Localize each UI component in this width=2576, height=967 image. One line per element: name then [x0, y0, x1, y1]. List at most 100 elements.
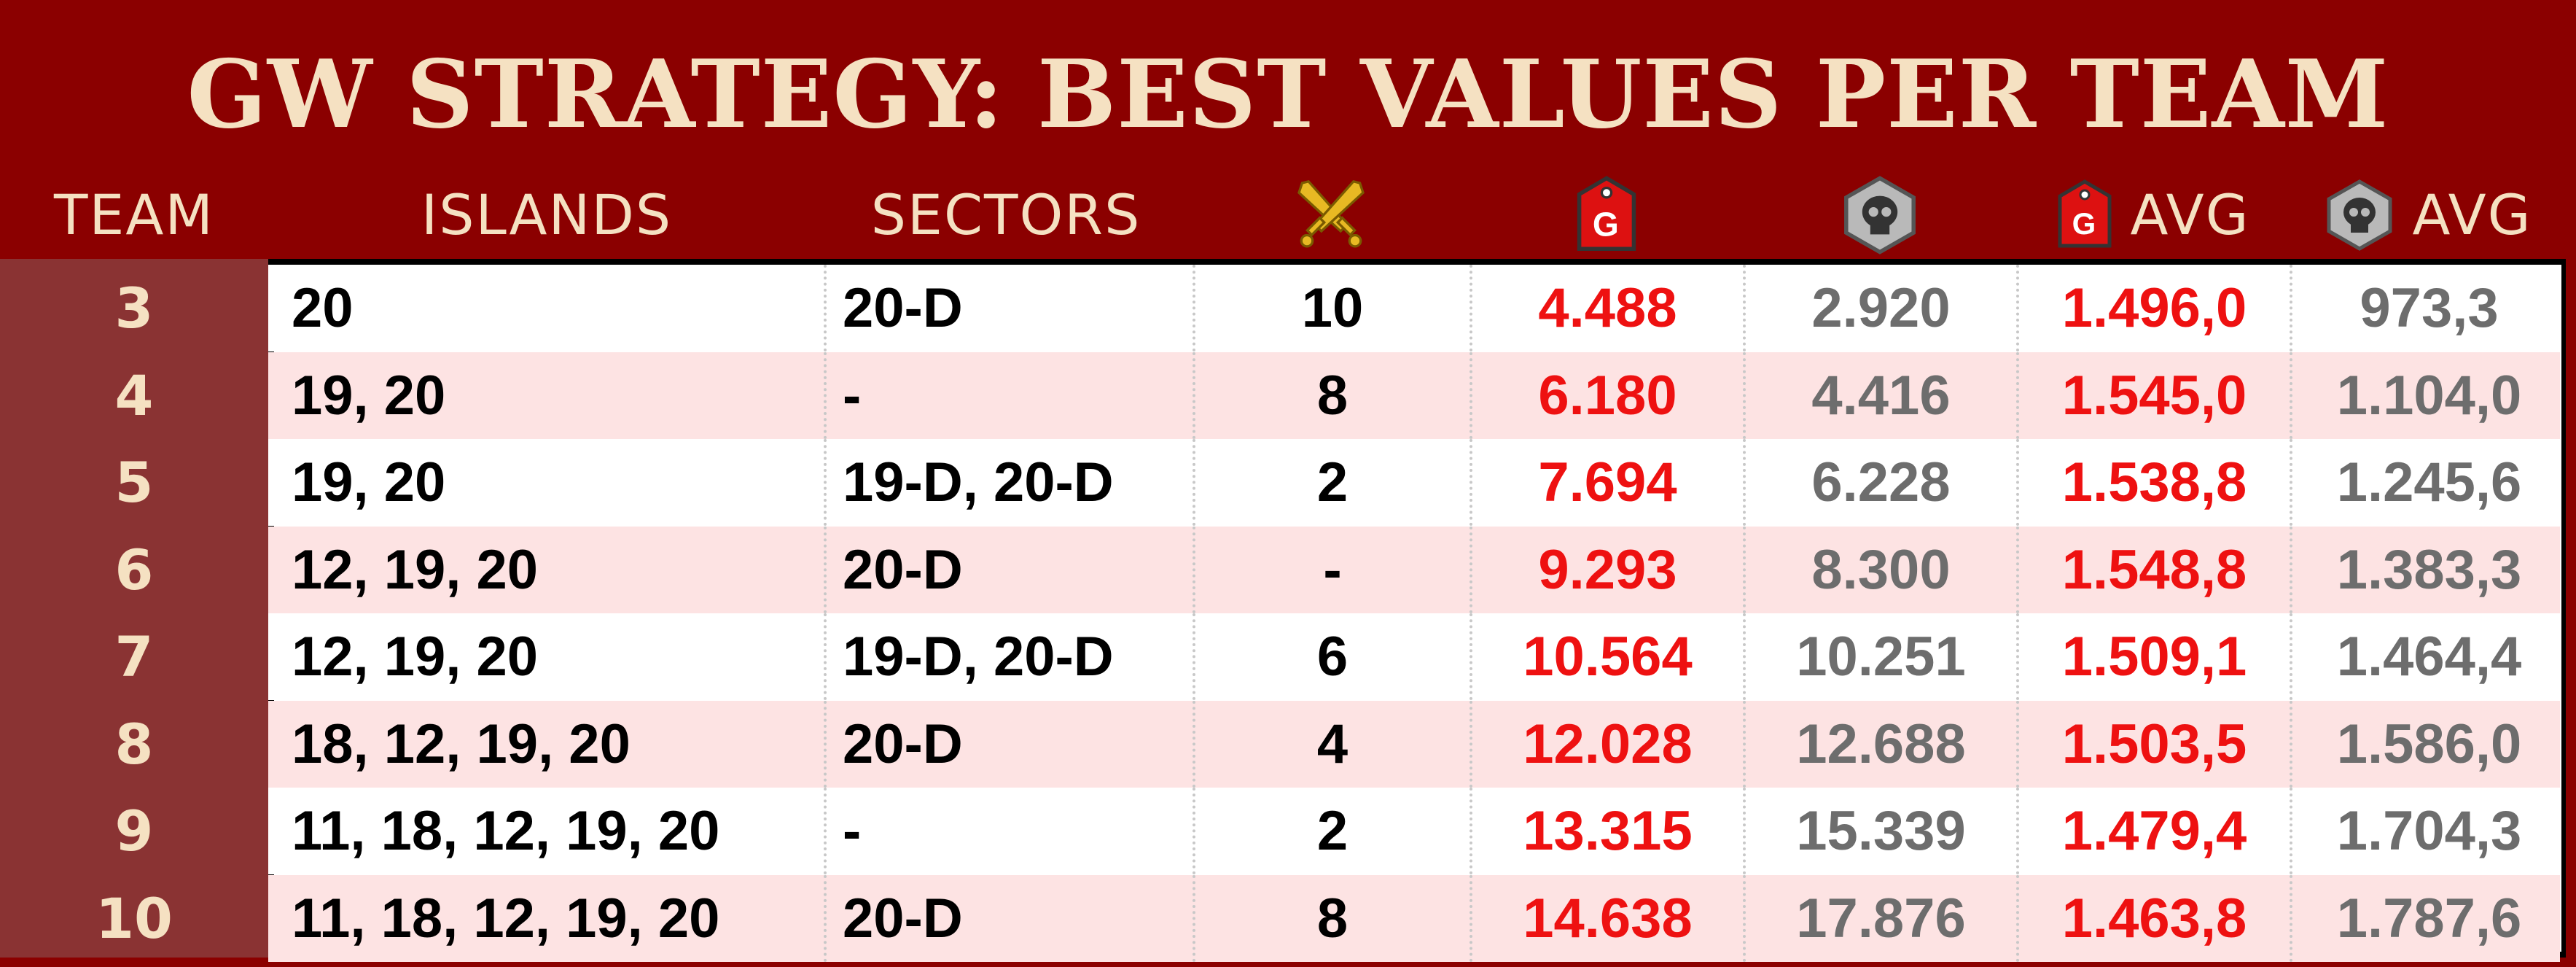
- row-sectors: 20-D: [824, 526, 1188, 613]
- row-islands: 19, 20: [292, 364, 446, 427]
- table-row: 5 19, 20 19-D, 20-D 2 7.694 6.228 1.538,8 1.245…: [0, 439, 2576, 526]
- row-battles: 8: [1193, 352, 1470, 439]
- row-sectors: 20-D: [824, 874, 1188, 962]
- row-islands: 20: [292, 277, 354, 339]
- row-team: 10: [95, 885, 173, 951]
- skull-badge-icon: [2323, 179, 2396, 252]
- page-title: GW STRATEGY: BEST VALUES PER TEAM: [187, 40, 2389, 149]
- row-team: 9: [114, 799, 154, 863]
- row-skull: 17.876: [1743, 874, 2016, 962]
- header-skull-avg-label: AVG: [2412, 182, 2532, 247]
- row-battles: 8: [1193, 874, 1470, 962]
- header-skull-avg: AVG: [2290, 175, 2566, 255]
- header-gold-avg: G AVG: [2016, 175, 2290, 255]
- team-column: [0, 259, 268, 958]
- skull-badge-icon: [1840, 175, 1920, 255]
- row-battles: 2: [1193, 439, 1470, 526]
- row-islands: 18, 12, 19, 20: [292, 712, 631, 775]
- table-row: 3 20 20-D 10 4.488 2.920 1.496,0 973,3: [0, 265, 2576, 352]
- row-skull-avg: 973,3: [2290, 265, 2566, 352]
- row-sectors: 19-D, 20-D: [824, 439, 1188, 526]
- row-gold: 6.180: [1470, 352, 1743, 439]
- row-gold-avg: 1.509,1: [2016, 613, 2290, 700]
- row-skull-avg: 1.586,0: [2290, 700, 2566, 788]
- header-gold: G: [1470, 175, 1743, 255]
- row-background: [268, 265, 2560, 352]
- row-skull-avg: 1.704,3: [2290, 788, 2566, 874]
- row-battles: 2: [1193, 788, 1470, 874]
- row-skull: 12.688: [1743, 700, 2016, 788]
- row-skull: 10.251: [1743, 613, 2016, 700]
- header-skull: [1743, 175, 2016, 255]
- row-gold: 14.638: [1470, 874, 1743, 962]
- row-team: 7: [114, 624, 154, 689]
- row-sectors: 20-D: [824, 700, 1188, 788]
- row-background: [268, 526, 2560, 613]
- row-gold-avg: 1.479,4: [2016, 788, 2290, 874]
- row-skull: 15.339: [1743, 788, 2016, 874]
- row-background: [268, 788, 2560, 874]
- table-row: 7 12, 19, 20 19-D, 20-D 6 10.564 10.251 1.509,…: [0, 613, 2576, 700]
- row-battles: 10: [1193, 265, 1470, 352]
- table-row: 4 19, 20 -8 6.180 4.416 1.545,0 1.104,0: [0, 352, 2576, 439]
- table-row: 9 11, 18, 12, 19, 20 -2 13.315 15.339 1.479,4…: [0, 788, 2576, 874]
- row-background: [268, 874, 2560, 962]
- row-skull: 4.416: [1743, 352, 2016, 439]
- row-gold: 7.694: [1470, 439, 1743, 526]
- svg-text:G: G: [2072, 206, 2098, 241]
- row-islands: 11, 18, 12, 19, 20: [292, 800, 720, 862]
- header-gold-avg-label: AVG: [2130, 182, 2250, 247]
- row-skull-avg: 1.787,6: [2290, 874, 2566, 962]
- row-skull-avg: 1.245,6: [2290, 439, 2566, 526]
- row-sectors: 19-D, 20-D: [824, 613, 1188, 700]
- header-sectors: SECTORS: [870, 182, 1141, 247]
- row-skull: 8.300: [1743, 526, 2016, 613]
- table-row: 6 12, 19, 20 20-D -9.293 8.300 1.548,8 1.383,3: [0, 526, 2576, 613]
- row-gold-avg: 1.548,8: [2016, 526, 2290, 613]
- row-gold: 10.564: [1470, 613, 1743, 700]
- row-gold-avg: 1.503,5: [2016, 700, 2290, 788]
- row-islands: 11, 18, 12, 19, 20: [292, 887, 720, 949]
- row-skull-avg: 1.104,0: [2290, 352, 2566, 439]
- gold-tag-icon: G: [2056, 179, 2114, 252]
- crossed-swords-icon: [1291, 175, 1371, 255]
- header-islands: ISLANDS: [421, 182, 673, 247]
- row-sectors: -: [824, 788, 1188, 874]
- gold-tag-icon: G: [1574, 175, 1639, 255]
- row-team: 4: [114, 362, 154, 428]
- row-gold: 4.488: [1470, 265, 1743, 352]
- row-team: 6: [114, 537, 154, 602]
- row-gold-avg: 1.538,8: [2016, 439, 2290, 526]
- row-sectors: -: [824, 352, 1188, 439]
- row-skull-avg: 1.383,3: [2290, 526, 2566, 613]
- svg-text:G: G: [1592, 206, 1620, 244]
- header-battles: [1193, 175, 1470, 255]
- row-islands: 12, 19, 20: [292, 538, 539, 601]
- row-skull-avg: 1.464,4: [2290, 613, 2566, 700]
- table-row: 10 11, 18, 12, 19, 20 20-D 8 14.638 17.876 1.4…: [0, 874, 2576, 962]
- row-background: [268, 613, 2560, 700]
- row-battles: 6: [1193, 613, 1470, 700]
- row-team: 8: [114, 711, 154, 777]
- row-gold: 9.293: [1470, 526, 1743, 613]
- row-team: 3: [114, 276, 154, 341]
- header-team: TEAM: [53, 182, 214, 247]
- row-gold-avg: 1.496,0: [2016, 265, 2290, 352]
- row-gold: 12.028: [1470, 700, 1743, 788]
- row-background: [268, 352, 2560, 439]
- table-row: 8 18, 12, 19, 20 20-D 4 12.028 12.688 1.503,5 1…: [0, 700, 2576, 788]
- row-islands: 19, 20: [292, 451, 446, 513]
- row-gold-avg: 1.545,0: [2016, 352, 2290, 439]
- row-gold-avg: 1.463,8: [2016, 874, 2290, 962]
- row-skull: 2.920: [1743, 265, 2016, 352]
- row-background: [268, 439, 2560, 526]
- row-team: 5: [114, 450, 154, 515]
- row-skull: 6.228: [1743, 439, 2016, 526]
- row-battles: -: [1193, 526, 1470, 613]
- row-sectors: 20-D: [824, 265, 1188, 352]
- row-battles: 4: [1193, 700, 1470, 788]
- row-islands: 12, 19, 20: [292, 626, 539, 688]
- row-background: [268, 700, 2560, 788]
- row-gold: 13.315: [1470, 788, 1743, 874]
